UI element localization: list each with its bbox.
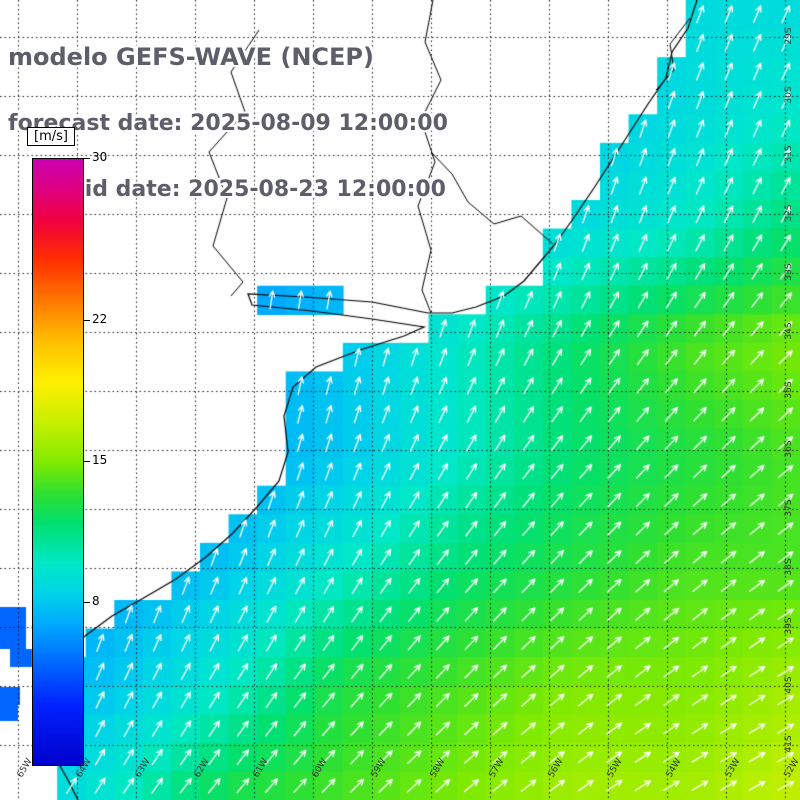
lat-label: 32S <box>784 204 794 222</box>
colorbar-tick-label: 15 <box>92 453 108 467</box>
colorbar-tick-mark <box>84 319 90 321</box>
lat-label: 34S <box>784 322 794 340</box>
lat-label: 40S <box>784 676 794 694</box>
lat-label: 31S <box>784 145 794 163</box>
colorbar-tick-mark <box>84 602 90 604</box>
lat-label: 37S <box>784 499 794 517</box>
model-title: modelo GEFS-WAVE (NCEP) <box>8 43 374 71</box>
lat-label: 33S <box>784 263 794 281</box>
colorbar-tick-mark <box>84 461 90 462</box>
lat-label: 38S <box>784 558 794 576</box>
colorbar-tick-label: 8 <box>92 594 100 609</box>
lat-label: 41S <box>784 735 794 753</box>
colorbar <box>32 158 84 766</box>
lat-label: 36S <box>784 440 794 458</box>
colorbar-tick-label: 22 <box>92 311 108 326</box>
colorbar-tick-label: 30 <box>92 150 108 164</box>
lat-label: 29S <box>784 27 794 45</box>
lat-label: 30S <box>784 86 794 104</box>
colorbar-tick-mark <box>84 158 90 159</box>
lat-label: 39S <box>784 617 794 635</box>
lat-label: 35S <box>784 381 794 399</box>
colorbar-units-label: [m/s] <box>27 127 75 146</box>
